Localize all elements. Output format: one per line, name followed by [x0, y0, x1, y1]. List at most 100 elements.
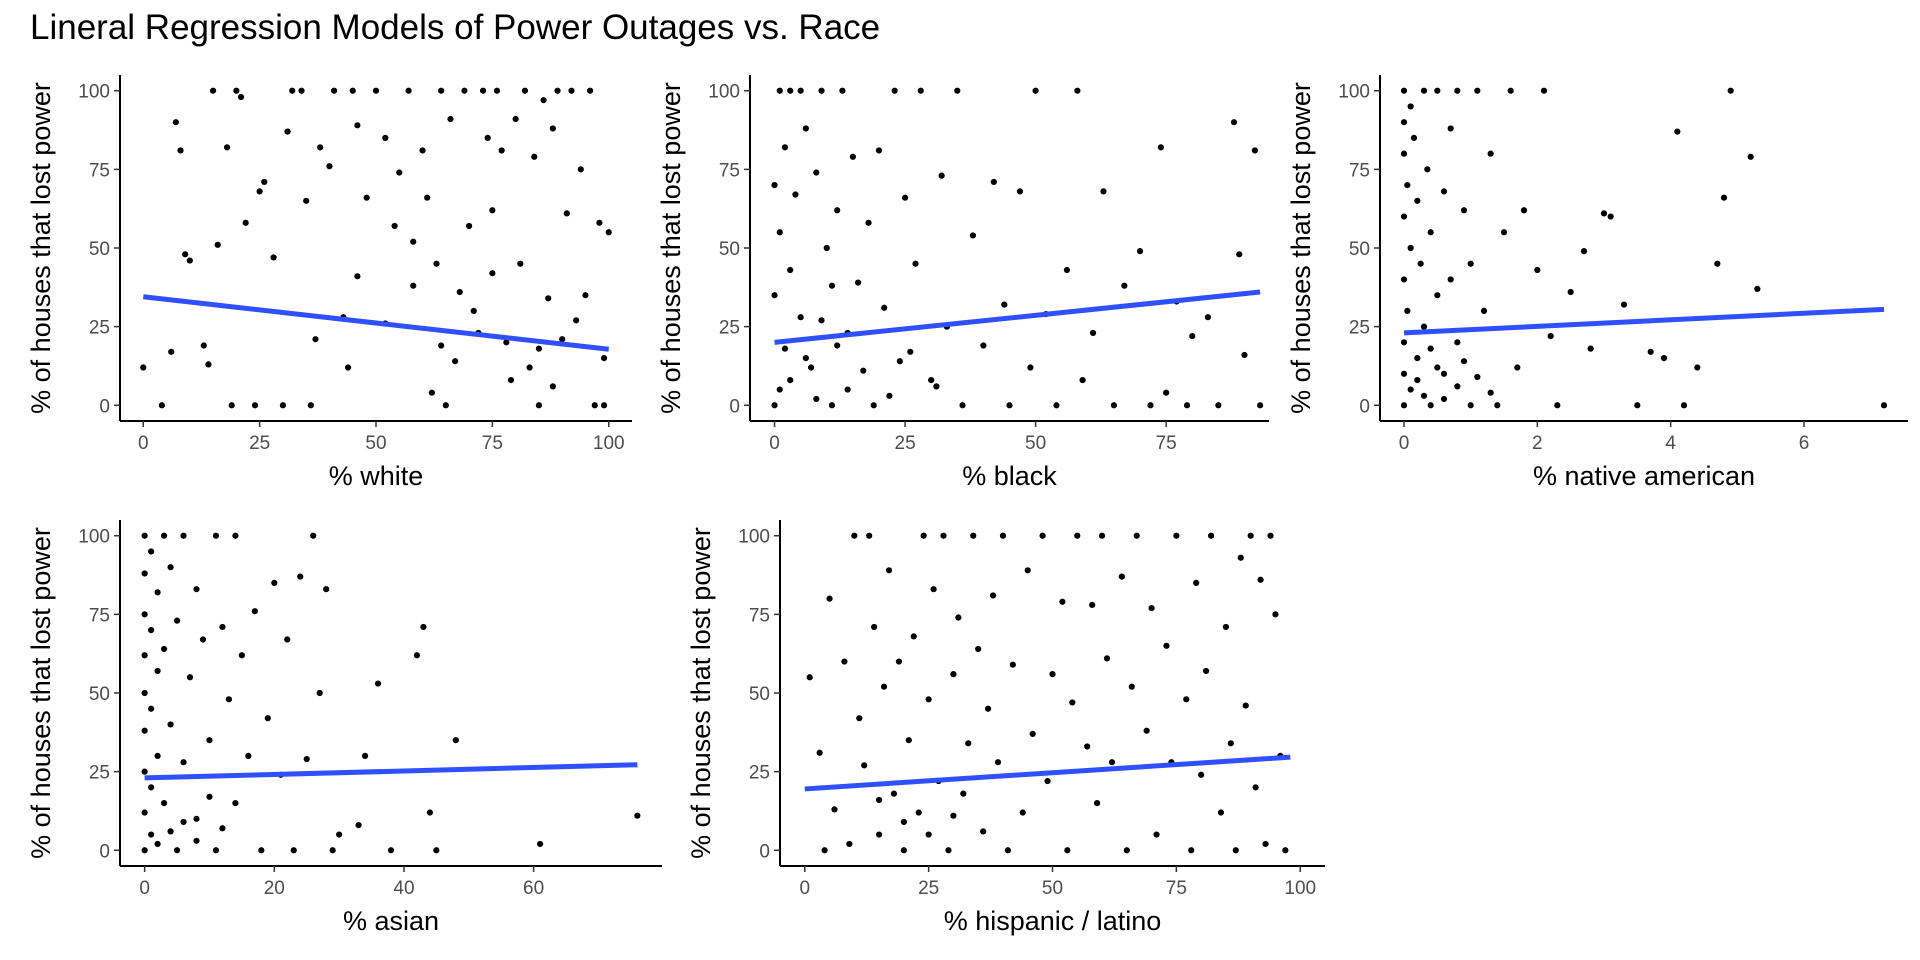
data-point: [158, 402, 165, 409]
y-tick-label: 0: [99, 396, 110, 417]
data-point: [823, 244, 830, 252]
data-point: [1059, 598, 1066, 605]
data-point: [559, 336, 566, 343]
data-point: [180, 532, 187, 539]
data-point: [792, 191, 799, 198]
data-point: [945, 847, 952, 854]
data-point: [1148, 604, 1155, 612]
data-point: [582, 292, 589, 299]
data-point: [1680, 402, 1688, 409]
data-point: [568, 87, 575, 94]
data-point: [331, 87, 338, 94]
data-point: [391, 222, 398, 230]
data-point: [890, 790, 898, 797]
data-point: [1193, 579, 1200, 587]
data-point: [1242, 702, 1249, 709]
data-point: [587, 87, 594, 94]
x-tick-label: 75: [1166, 878, 1187, 899]
y-tick-label: 0: [729, 396, 740, 417]
x-tick-label: 50: [1025, 433, 1046, 454]
data-point: [225, 696, 233, 703]
data-point: [771, 402, 778, 409]
data-point: [419, 147, 426, 154]
data-point: [465, 222, 473, 230]
scatter-panel-white: 0 25 50 75 100 0 25 50 75 100 % white % of houses t…: [26, 75, 632, 491]
data-point: [1467, 260, 1474, 267]
data-point: [928, 377, 935, 384]
data-point: [205, 361, 212, 368]
data-point: [173, 847, 181, 854]
data-point: [915, 809, 922, 816]
data-point: [933, 383, 940, 390]
x-tick-label: 6: [1799, 433, 1810, 454]
data-point: [1420, 87, 1428, 94]
data-point: [1754, 285, 1761, 292]
data-point: [1474, 373, 1481, 381]
data-point: [258, 847, 265, 854]
data-point: [875, 831, 883, 838]
y-tick-label: 50: [89, 239, 110, 260]
data-point: [405, 87, 412, 94]
y-axis-title: % of houses that lost power: [1286, 82, 1316, 414]
data-point: [1647, 348, 1654, 355]
data-point: [1410, 134, 1418, 142]
data-point: [237, 93, 245, 101]
data-point: [1514, 364, 1521, 371]
data-point: [907, 348, 914, 355]
data-point: [1417, 260, 1424, 267]
y-tick-label: 25: [1349, 318, 1370, 339]
y-tick-label: 75: [89, 160, 110, 181]
data-point: [420, 623, 427, 631]
data-point: [1202, 667, 1210, 675]
data-point: [1121, 282, 1128, 289]
data-point: [1183, 402, 1191, 409]
data-point: [141, 809, 148, 816]
x-tick-label: 40: [393, 878, 414, 899]
data-point: [1454, 339, 1461, 346]
data-point: [1587, 345, 1594, 352]
y-tick-label: 50: [749, 684, 770, 705]
scatter-panel-asian: 0 25 50 75 100 0 20 40 60 % asian % of houses that…: [26, 520, 662, 936]
data-point: [1089, 601, 1096, 609]
data-point: [433, 260, 440, 267]
data-point: [787, 87, 794, 94]
data-point: [828, 282, 836, 289]
data-point: [596, 219, 603, 226]
data-point: [232, 532, 239, 539]
data-point: [470, 307, 477, 315]
data-point: [1454, 87, 1461, 94]
data-point: [1447, 276, 1454, 283]
data-point: [1118, 573, 1125, 580]
data-point: [303, 755, 310, 763]
data-point: [771, 292, 778, 299]
data-point: [1400, 402, 1408, 409]
data-point: [154, 752, 161, 760]
x-tick-label: 60: [523, 878, 544, 899]
data-point: [1147, 402, 1154, 409]
data-point: [1272, 611, 1279, 618]
data-point: [489, 207, 496, 214]
data-point: [1222, 623, 1230, 631]
data-point: [173, 617, 181, 624]
data-point: [140, 364, 147, 371]
data-point: [1414, 197, 1421, 204]
data-point: [834, 207, 841, 214]
data-point: [925, 831, 932, 838]
data-point: [1232, 847, 1239, 854]
data-point: [1207, 532, 1215, 539]
data-point: [148, 831, 155, 838]
data-point: [831, 806, 838, 813]
data-point: [634, 812, 641, 819]
data-point: [1434, 364, 1441, 371]
data-point: [1407, 244, 1414, 252]
data-point: [1534, 266, 1541, 274]
data-point: [238, 652, 245, 659]
data-point: [387, 847, 395, 854]
data-point: [938, 172, 945, 179]
y-tick-label: 100: [78, 82, 110, 103]
data-point: [826, 595, 833, 602]
data-point: [1420, 323, 1428, 330]
data-point: [600, 354, 608, 362]
data-point: [1554, 402, 1561, 409]
data-point: [148, 784, 155, 791]
